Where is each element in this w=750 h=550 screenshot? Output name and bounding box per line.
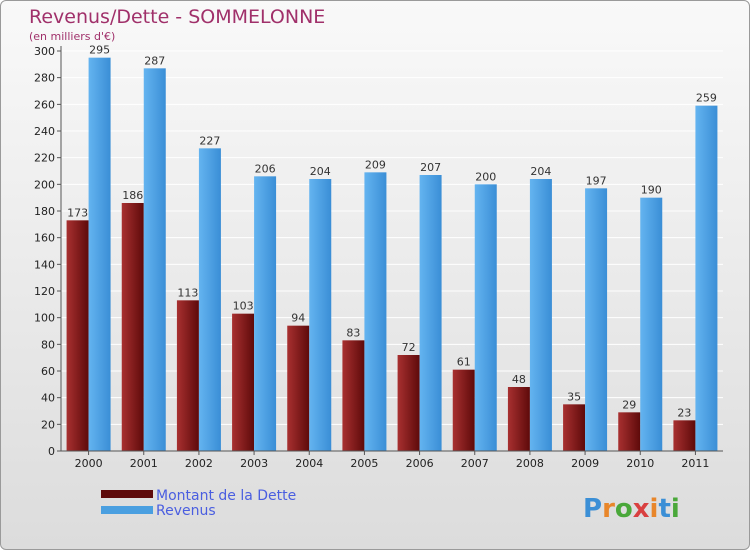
x-tick-label: 2009 xyxy=(571,457,599,470)
revenue-bar xyxy=(254,176,277,452)
debt-value-label: 35 xyxy=(567,390,581,403)
revenue-bar xyxy=(419,175,442,451)
debt-bar xyxy=(397,355,420,451)
debt-value-label: 186 xyxy=(122,189,143,202)
revenue-value-label: 204 xyxy=(530,165,551,178)
debt-value-label: 103 xyxy=(233,300,254,313)
data-labels: 173 295 186 287 113 227 103 206 94 204 83 209 72 207 6… xyxy=(67,44,717,420)
debt-bar xyxy=(342,340,365,451)
x-tick-label: 2002 xyxy=(185,457,213,470)
revenue-value-label: 190 xyxy=(641,184,662,197)
y-tick-label: 60 xyxy=(41,365,55,378)
revenue-bar xyxy=(640,197,663,451)
debt-value-label: 94 xyxy=(291,312,305,325)
revenue-bar xyxy=(88,57,111,452)
debt-value-label: 173 xyxy=(67,206,88,219)
x-tick-label: 2011 xyxy=(681,457,709,470)
debt-value-label: 48 xyxy=(512,373,526,386)
chart-subtitle: (en milliers d'€) xyxy=(29,30,115,43)
debt-bar xyxy=(563,404,586,451)
y-tick-label: 0 xyxy=(48,445,55,458)
x-tick-label: 2008 xyxy=(516,457,544,470)
revenue-value-label: 197 xyxy=(586,174,607,187)
revenue-bar xyxy=(309,179,332,451)
y-tick-label: 160 xyxy=(34,232,55,245)
revenue-value-label: 200 xyxy=(475,170,496,183)
legend: Montant de la Dette Revenus xyxy=(101,488,296,519)
y-tick-label: 100 xyxy=(34,312,55,325)
y-tick-label: 40 xyxy=(41,392,55,405)
debt-bar xyxy=(673,420,696,451)
y-tick-label: 120 xyxy=(34,285,55,298)
debt-value-label: 113 xyxy=(177,286,198,299)
revenue-bar xyxy=(695,105,718,452)
y-tick-label: 220 xyxy=(34,152,55,165)
y-tick-label: 200 xyxy=(34,178,55,191)
proxiti-logo: Proxiti xyxy=(583,494,680,524)
debt-bar xyxy=(287,325,310,451)
bars xyxy=(66,57,718,452)
debt-value-label: 61 xyxy=(457,356,471,369)
legend-label-revenue: Revenus xyxy=(156,503,216,519)
revenue-value-label: 295 xyxy=(89,44,110,57)
revenue-bar xyxy=(474,184,497,452)
y-tick-label: 80 xyxy=(41,338,55,351)
y-tick-label: 20 xyxy=(41,418,55,431)
y-axis-ticks: 0 20 40 60 80 100 120 140 160 180 200 220 240 260 280 3… xyxy=(34,45,61,458)
debt-value-label: 29 xyxy=(622,398,636,411)
grid-lines xyxy=(61,50,723,452)
revenue-value-label: 259 xyxy=(696,92,717,105)
revenue-bar xyxy=(585,188,608,452)
debt-value-label: 83 xyxy=(346,326,360,339)
y-tick-label: 180 xyxy=(34,205,55,218)
debt-bar xyxy=(121,203,144,451)
debt-value-label: 23 xyxy=(677,406,691,419)
x-tick-label: 2001 xyxy=(130,457,158,470)
x-axis-ticks: 2000 2001 2002 2003 2004 2005 2006 2007 2008 2009… xyxy=(75,451,709,470)
y-tick-label: 140 xyxy=(34,258,55,271)
x-tick-label: 2003 xyxy=(240,457,268,470)
debt-bar xyxy=(232,313,255,451)
revenue-value-label: 207 xyxy=(420,161,441,174)
x-tick-label: 2006 xyxy=(406,457,434,470)
revenue-bar xyxy=(198,148,221,452)
legend-swatch-debt xyxy=(101,490,153,498)
y-tick-label: 300 xyxy=(34,45,55,58)
debt-bar xyxy=(452,369,475,451)
revenue-bar xyxy=(364,172,387,452)
revenue-value-label: 204 xyxy=(310,165,331,178)
revenue-value-label: 206 xyxy=(255,162,276,175)
x-tick-label: 2007 xyxy=(461,457,489,470)
debt-value-label: 72 xyxy=(402,341,416,354)
debt-bar xyxy=(176,300,199,451)
revenue-value-label: 209 xyxy=(365,158,386,171)
revenue-bar xyxy=(143,68,166,451)
revenue-value-label: 287 xyxy=(144,54,165,67)
x-tick-label: 2005 xyxy=(350,457,378,470)
debt-bar xyxy=(618,412,641,451)
x-tick-label: 2010 xyxy=(626,457,654,470)
chart-title: Revenus/Dette - SOMMELONNE xyxy=(29,6,325,28)
y-tick-label: 280 xyxy=(34,72,55,85)
y-tick-label: 260 xyxy=(34,98,55,111)
x-tick-label: 2004 xyxy=(295,457,323,470)
legend-swatch-revenue xyxy=(101,506,153,514)
x-tick-label: 2000 xyxy=(75,457,103,470)
proxiti-logo-text: Proxiti xyxy=(583,494,680,524)
y-tick-label: 240 xyxy=(34,125,55,138)
legend-label-debt: Montant de la Dette xyxy=(156,488,296,504)
revenue-value-label: 227 xyxy=(199,134,220,147)
debt-bar xyxy=(66,220,89,451)
debt-bar xyxy=(507,387,530,451)
revenue-bar xyxy=(529,179,552,451)
